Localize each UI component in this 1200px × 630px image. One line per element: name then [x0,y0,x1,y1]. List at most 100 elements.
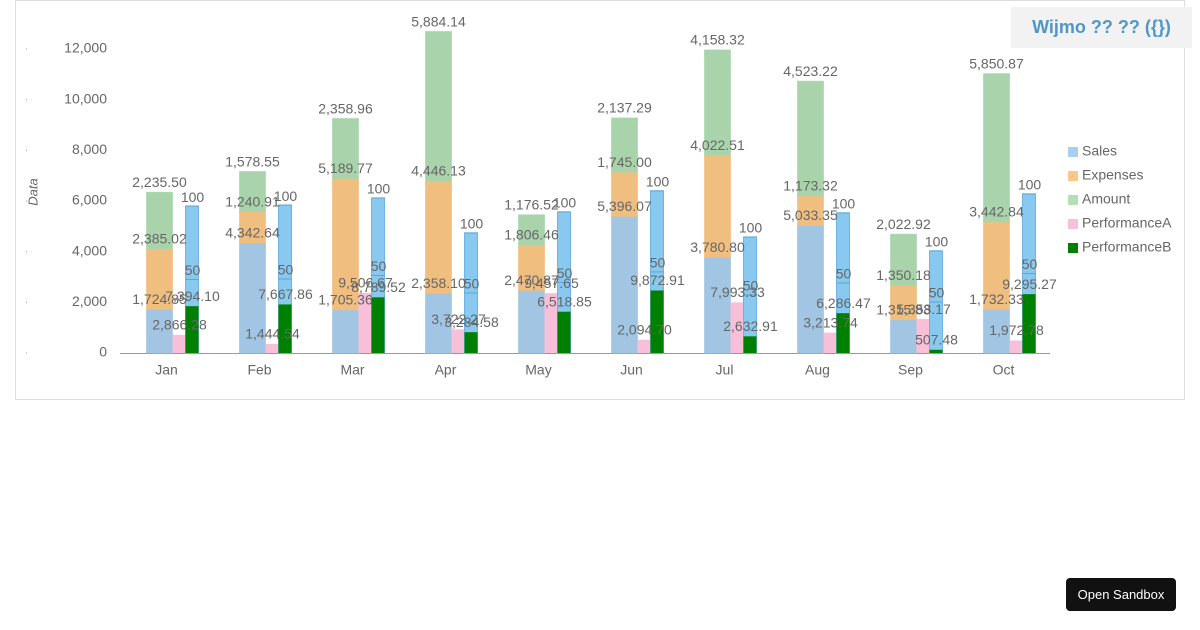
overlay-label: 50 [1022,256,1038,272]
bar [544,293,558,353]
bar [1009,340,1023,353]
data-label: 3,722.27 [431,311,486,327]
bar [265,343,279,353]
overlay-label: 50 [836,266,852,282]
data-label: 4,158.32 [690,32,745,48]
bar [929,349,943,353]
bar [518,244,545,291]
overlay-label: 100 [646,174,670,190]
data-label: 2,632.91 [723,318,778,334]
data-label: 1,724.85 [132,291,187,307]
data-label: 8,789.52 [351,279,406,295]
bar [557,311,571,353]
bar [611,171,638,217]
bar [451,329,465,353]
data-label: 9,295.27 [1002,276,1057,292]
data-label: 4,446.13 [411,162,466,178]
y-tick-label: 8,000 [72,141,107,157]
data-label: 6,286.47 [816,295,871,311]
data-label: 2,358.10 [411,275,466,291]
data-label: 6,518.85 [537,293,592,309]
bar [704,49,731,156]
legend-swatch [1068,219,1078,229]
x-tick-label: May [525,362,551,378]
y-tick-label: 12,000 [64,40,107,56]
bar [146,308,173,354]
y-tick-label: 2,000 [72,293,107,309]
bar [239,171,266,213]
x-tick-label: Apr [435,362,457,378]
x-tick-label: Jan [155,362,178,378]
overlay-label: 50 [743,278,759,294]
bar [239,211,266,244]
data-label: 2,358.96 [318,100,373,116]
legend-swatch [1068,195,1078,205]
legend-swatch [1068,147,1078,157]
legend-swatch [1068,243,1078,253]
overlay-label: 50 [929,285,945,301]
overlay-label: 50 [185,262,201,278]
data-label: 1,578.55 [225,153,280,169]
data-label: 5,850.87 [969,55,1024,71]
legend-label: Amount [1082,191,1130,207]
data-label: 3,213.74 [803,314,858,330]
overlay-label: 100 [460,216,484,232]
bar [650,290,664,353]
bar [332,309,359,354]
overlay-label: 100 [553,195,577,211]
bar [637,339,651,353]
overlay-label: 100 [925,234,949,250]
bar [146,191,173,250]
overlay-label: 50 [464,276,480,292]
legend-label: PerformanceB [1082,239,1171,255]
data-label: 7,394.10 [165,288,220,304]
bar [239,242,266,354]
bar [611,117,638,173]
open-sandbox-button[interactable]: Open Sandbox [1066,578,1176,611]
x-tick-label: Aug [805,362,830,378]
overlay-label: 100 [367,181,391,197]
bar [332,177,359,311]
bar [1022,294,1036,353]
bar [916,319,930,353]
legend-label: Sales [1082,143,1117,159]
data-label: 5,884.14 [411,13,466,29]
x-tick-label: Jul [716,362,734,378]
bar [797,195,824,226]
bar [172,334,186,353]
data-label: 9,457.65 [524,275,579,291]
bar [836,313,850,353]
bar [983,73,1010,223]
bar [185,306,199,353]
data-label: 1,972.78 [989,322,1044,338]
overlay-label: 50 [278,262,294,278]
bar [425,292,452,354]
y-tick-label: 4,000 [72,242,107,258]
bar [983,308,1010,354]
legend-swatch [1068,171,1078,181]
bar [332,118,359,179]
data-label: 1,176.52 [504,197,559,213]
data-label: 4,523.22 [783,63,838,79]
bar [823,332,837,353]
bar [425,31,452,182]
data-label: 1,444.54 [245,326,300,342]
bar [890,284,917,321]
data-label: 4,022.51 [690,137,745,153]
data-label: 7,667.86 [258,286,313,302]
y-tick-label: 10,000 [64,90,107,106]
data-label: 2,385.02 [132,231,187,247]
bar [464,332,478,353]
x-tick-label: Mar [340,362,364,378]
data-label: 1,173.32 [783,177,838,193]
data-label: 5,033.35 [783,207,838,223]
bar [797,80,824,197]
data-label: 4,342.64 [225,225,280,241]
chart: Data 0 2,000 4,000 6,000 8,000 10,000 12,000 Ja… [25,13,1172,378]
data-label: 2,022.92 [876,216,931,232]
overlay-label: 100 [1018,177,1042,193]
data-label: 5,358.17 [896,301,951,317]
bar [890,319,917,354]
bar [704,256,731,354]
